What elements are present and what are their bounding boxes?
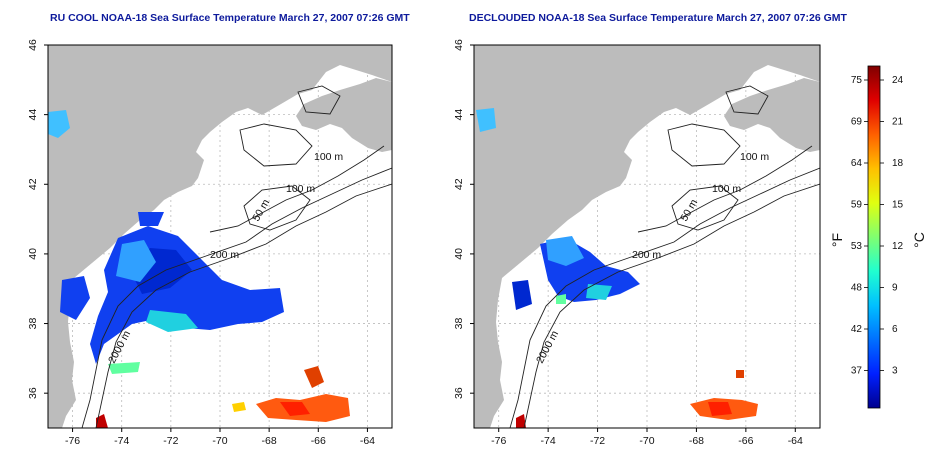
latitude-tick-label: 44 <box>453 109 465 121</box>
left-nova-scotia <box>296 78 392 152</box>
right-map-title: DECLOUDED NOAA-18 Sea Surface Temperatur… <box>469 12 847 24</box>
fahrenheit-tick-label: 69 <box>851 117 863 128</box>
latitude-tick-label: 42 <box>27 178 39 190</box>
celsius-tick-label: 21 <box>892 117 904 128</box>
fahrenheit-unit-label: °F <box>829 233 845 247</box>
celsius-tick-label: 12 <box>892 241 904 252</box>
fahrenheit-ticks: 75 69 64 59 53 48 42 37 <box>851 75 868 377</box>
right-map-panel: 100 m 100 m 50 m 200 m 2000 m -76 -74 -72-… <box>453 39 821 447</box>
celsius-tick-label: 24 <box>892 75 904 86</box>
right-nova-scotia <box>724 78 820 152</box>
latitude-tick-label: 40 <box>27 248 39 260</box>
longitude-tick-label: -64 <box>788 435 803 447</box>
longitude-tick-label: -66 <box>738 435 753 447</box>
celsius-tick-label: 6 <box>892 324 898 335</box>
fahrenheit-tick-label: 42 <box>851 324 863 335</box>
latitude-tick-label: 46 <box>27 39 39 51</box>
temperature-colorbar: 75 69 64 59 53 48 42 37 24 21 18 15 12 9 6 3 °F °C <box>829 65 927 409</box>
left-land-mass <box>48 45 392 428</box>
right-land-mass <box>474 45 820 428</box>
celsius-tick-label: 18 <box>892 158 904 169</box>
longitude-tick-label: -70 <box>639 435 654 447</box>
latitude-tick-label: 46 <box>453 39 465 51</box>
longitude-tick-label: -68 <box>262 435 277 447</box>
right-contour-label: 100 m <box>740 151 769 163</box>
colorbar-scale <box>867 65 881 409</box>
right-axis-ticks: -76 -74 -72 -70 -68 -66 -64 36 38 40 42 44 46 <box>453 39 803 447</box>
left-contour-label: 200 m <box>210 249 239 261</box>
left-axis-ticks: -76 -74 -72 -70 -68 -66 -64 36 38 40 42 44 46 <box>27 39 375 447</box>
right-sst-patches <box>476 108 758 428</box>
fahrenheit-tick-label: 64 <box>851 158 863 169</box>
left-contour-label: 100 m <box>286 183 315 195</box>
longitude-tick-label: -64 <box>360 435 375 447</box>
right-contour-label: 100 m <box>712 183 741 195</box>
left-bathymetry-contours <box>81 85 392 428</box>
fahrenheit-tick-label: 48 <box>851 283 863 294</box>
latitude-tick-label: 36 <box>27 387 39 399</box>
fahrenheit-tick-label: 53 <box>851 241 863 252</box>
longitude-tick-label: -72 <box>590 435 605 447</box>
latitude-tick-label: 36 <box>453 387 465 399</box>
celsius-tick-label: 3 <box>892 366 898 377</box>
longitude-tick-label: -74 <box>114 435 129 447</box>
longitude-tick-label: -72 <box>163 435 178 447</box>
celsius-tick-label: 9 <box>892 283 898 294</box>
longitude-tick-label: -66 <box>311 435 326 447</box>
latitude-tick-label: 38 <box>453 318 465 330</box>
longitude-tick-label: -76 <box>65 435 80 447</box>
longitude-tick-label: -76 <box>491 435 506 447</box>
right-contour-label: 200 m <box>632 249 661 261</box>
celsius-tick-label: 15 <box>892 200 904 211</box>
left-map-panel: 100 m 100 m 50 m 200 m 2000 m -76 -74 -72-… <box>27 39 393 447</box>
celsius-ticks: 24 21 18 15 12 9 6 3 <box>880 75 904 377</box>
left-contour-label: 100 m <box>314 151 343 163</box>
longitude-tick-label: -74 <box>541 435 556 447</box>
left-sst-patches <box>48 110 350 428</box>
fahrenheit-tick-label: 75 <box>851 75 863 86</box>
fahrenheit-tick-label: 37 <box>851 366 863 377</box>
longitude-tick-label: -68 <box>689 435 704 447</box>
celsius-unit-label: °C <box>911 232 927 248</box>
right-bathymetry-contours <box>509 85 820 428</box>
latitude-tick-label: 38 <box>27 318 39 330</box>
latitude-tick-label: 44 <box>27 109 39 121</box>
latitude-tick-label: 42 <box>453 178 465 190</box>
latitude-tick-label: 40 <box>453 248 465 260</box>
fahrenheit-tick-label: 59 <box>851 200 863 211</box>
left-map-title: RU COOL NOAA-18 Sea Surface Temperature … <box>50 12 410 24</box>
longitude-tick-label: -70 <box>212 435 227 447</box>
